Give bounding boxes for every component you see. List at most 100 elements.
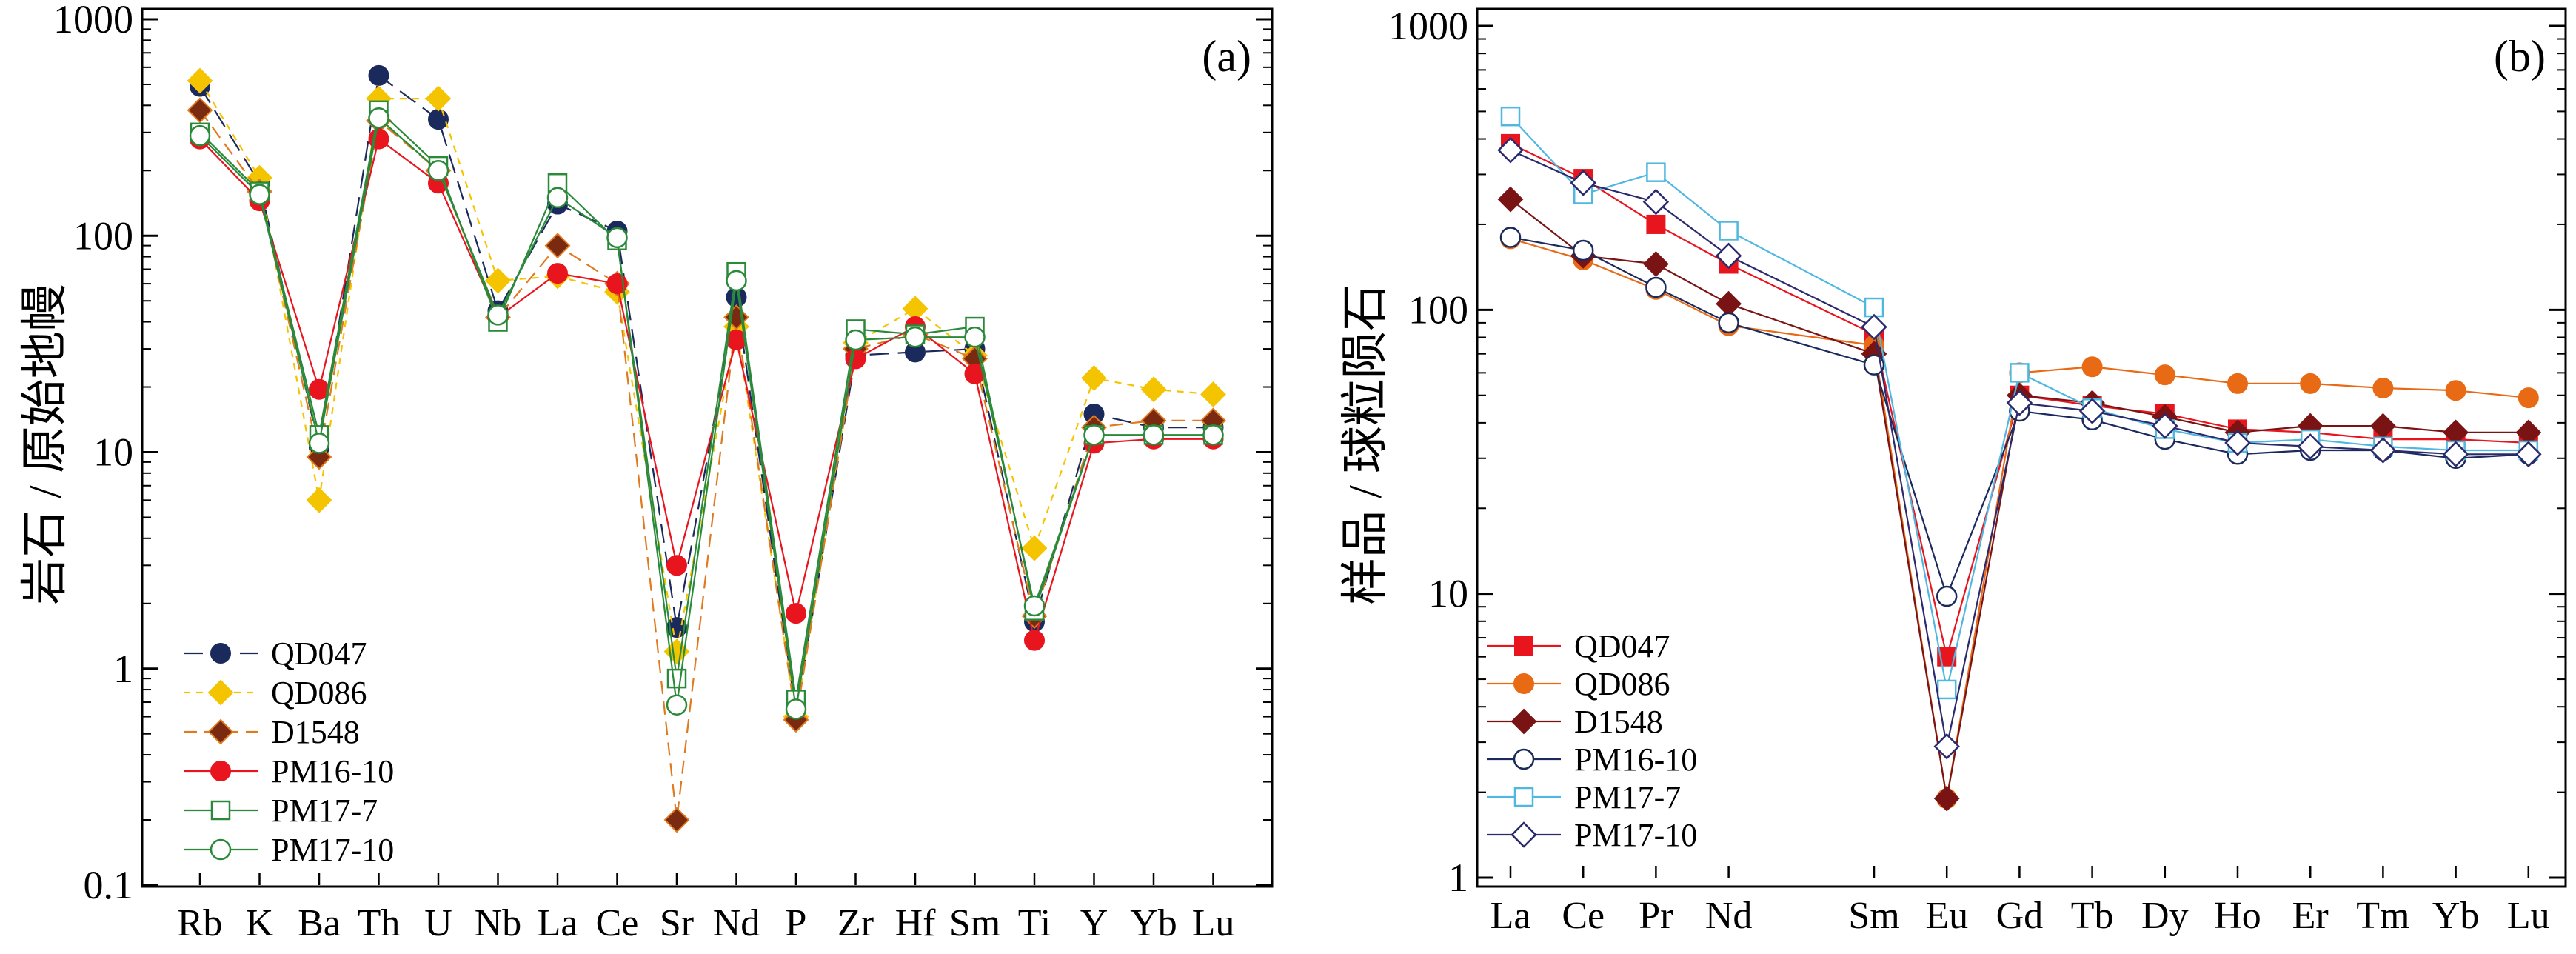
x-tick-label: Nd <box>1705 895 1753 937</box>
y-tick-label: 10 <box>93 430 133 475</box>
x-tick-label: Yb <box>2432 895 2480 937</box>
y-tick-label: 10 <box>1428 572 1468 616</box>
data-point <box>2518 387 2539 409</box>
data-point <box>308 433 330 454</box>
series-qd047 <box>190 64 1224 724</box>
series-line <box>1510 142 2529 658</box>
data-point <box>306 487 332 513</box>
data-point <box>1861 313 1887 341</box>
legend-label: D1548 <box>1574 704 1663 740</box>
data-series-group <box>1497 106 2542 812</box>
data-point <box>487 304 509 326</box>
data-point <box>845 329 866 351</box>
data-point <box>427 160 449 181</box>
x-tick-label: P <box>786 902 807 944</box>
data-point <box>1716 290 1742 317</box>
data-point <box>1499 227 1522 248</box>
series-line <box>1510 238 2529 799</box>
data-point <box>1497 137 1524 164</box>
data-point <box>1646 162 1666 182</box>
x-tick-label: Dy <box>2141 895 2189 937</box>
data-point <box>1202 424 1224 446</box>
x-tick-label: Hf <box>895 902 937 944</box>
x-tick-label: Sm <box>949 902 1000 944</box>
series-qd086 <box>187 67 1226 730</box>
x-tick-label: Zr <box>837 902 874 944</box>
x-tick-label: Nb <box>475 902 522 944</box>
x-tick-label: Sm <box>1848 895 1899 937</box>
data-point <box>2515 441 2542 468</box>
data-point <box>726 270 747 292</box>
data-point <box>2081 356 2103 378</box>
series-line <box>199 108 1214 700</box>
legend-label: QD086 <box>1574 666 1670 702</box>
y-tick-label: 100 <box>73 213 133 258</box>
data-point <box>1140 376 1167 403</box>
data-point <box>368 107 389 129</box>
data-point <box>1570 170 1596 196</box>
x-tick-label: Ti <box>1018 902 1051 944</box>
x-tick-label: Tm <box>2356 895 2409 937</box>
series-line <box>199 80 1214 717</box>
data-point <box>666 668 687 689</box>
data-point <box>189 124 211 147</box>
data-point <box>1023 595 1046 617</box>
legend-marker <box>1511 708 1537 735</box>
x-tick-label: Y <box>1080 902 1108 944</box>
data-point <box>663 807 690 833</box>
x-tick-label: Lu <box>1192 902 1235 944</box>
y-axis: 1 10 100 1000 <box>1388 4 2566 900</box>
series-pm17-10 <box>189 107 1224 720</box>
data-point <box>2010 363 2030 383</box>
data-point <box>428 109 449 130</box>
x-tick-label: La <box>1491 895 1531 937</box>
series-line <box>199 73 1214 714</box>
data-point <box>1642 251 1669 277</box>
x-tick-label: Gd <box>1996 895 2044 937</box>
data-point <box>2369 437 2397 464</box>
data-point <box>544 233 571 259</box>
data-point <box>1497 186 1524 213</box>
data-point <box>1646 214 1666 234</box>
y-tick-label: 1 <box>113 647 133 691</box>
data-point <box>2078 398 2106 424</box>
data-point <box>964 326 986 348</box>
y-axis-label: 岩石 / 原始地幔 <box>19 284 71 605</box>
panel-label: (b) <box>2494 32 2546 81</box>
x-tick-label: Lu <box>2507 895 2550 937</box>
data-point <box>785 698 807 720</box>
data-point <box>249 184 270 205</box>
series-line <box>199 116 1214 710</box>
x-tick-label: Eu <box>1925 895 1968 937</box>
x-tick-label: Ce <box>596 902 639 944</box>
data-point <box>187 67 213 94</box>
data-point <box>845 348 866 370</box>
data-point <box>666 555 687 576</box>
ree-pattern-panel-b: (b) 样品 / 球粒陨石 1 10 100 1000 La Ce Pr Nd Sm Eu Gd T… <box>1339 4 2567 937</box>
legend-label: QD047 <box>1574 628 1670 664</box>
legend-label: PM16-10 <box>271 753 394 790</box>
series-pm16-10 <box>190 128 1224 651</box>
legend-marker <box>207 718 234 745</box>
data-point <box>2006 390 2033 416</box>
y-tick-label: 100 <box>1408 287 1468 332</box>
data-point <box>1083 424 1105 446</box>
x-tick-label: Th <box>358 902 401 944</box>
legend-label: D1548 <box>271 714 360 750</box>
x-axis: La Ce Pr Nd Sm Eu Gd Tb Dy Ho Er Tm Yb Lu <box>1491 866 2550 937</box>
y-tick-label: 1 <box>1448 855 1468 900</box>
x-tick-label: Pr <box>1639 895 1673 937</box>
x-tick-label: Er <box>2292 895 2329 937</box>
legend-marker <box>210 800 231 821</box>
data-point <box>2445 380 2466 401</box>
legend-marker <box>1514 636 1533 656</box>
data-point <box>2297 433 2324 460</box>
data-point <box>1642 188 1670 216</box>
x-tick-label: Yb <box>1130 902 1177 944</box>
legend-marker <box>1513 787 1534 807</box>
panel-label: (a) <box>1202 32 1251 81</box>
legend-label: QD047 <box>271 636 367 672</box>
x-tick-label: Ba <box>298 902 341 944</box>
legend-label: PM16-10 <box>1574 741 1697 778</box>
